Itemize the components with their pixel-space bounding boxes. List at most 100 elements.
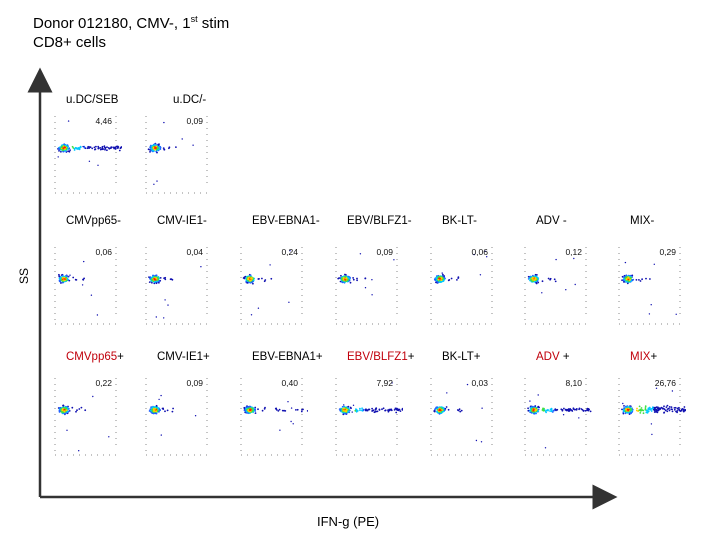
event-dot <box>171 410 174 413</box>
event-dot <box>626 282 629 285</box>
event-dot <box>673 407 676 409</box>
event-dot <box>346 408 348 411</box>
flow-plot-negative-1: 0,04 <box>143 245 213 327</box>
event-dot <box>72 276 75 279</box>
event-dot <box>296 408 299 411</box>
event-dot <box>435 277 437 279</box>
panel-label-positive-0: CMVpp65+ <box>66 350 124 364</box>
event-dot <box>157 278 159 281</box>
event-dot <box>666 404 669 407</box>
event-dot <box>625 408 627 410</box>
event-dot <box>263 408 266 410</box>
event-dot <box>163 317 165 319</box>
event-dot <box>104 146 106 149</box>
event-dot <box>57 156 59 158</box>
event-dot <box>553 278 556 281</box>
event-dot <box>480 441 483 443</box>
panel-label-text: BK-LT- <box>442 215 477 227</box>
event-dot <box>533 275 536 277</box>
event-dot <box>486 256 488 258</box>
event-dot <box>175 146 177 148</box>
panel-label-text: CMV-IE1- <box>157 215 207 227</box>
event-dot <box>630 408 632 410</box>
event-dot <box>150 409 152 412</box>
event-dot <box>640 409 643 412</box>
flow-plot-negative-4: 0,06 <box>428 245 498 327</box>
gate-percentage: 0,12 <box>565 247 582 257</box>
event-dot <box>151 408 154 411</box>
panel-label-suffix: BK-LT+ <box>442 351 481 363</box>
event-dot <box>550 410 553 413</box>
dot-plot <box>618 378 686 456</box>
event-dot <box>95 145 97 148</box>
event-dot <box>442 273 444 276</box>
gate-percentage: 0,03 <box>471 378 488 388</box>
event-dot <box>192 144 194 146</box>
event-dot <box>675 410 677 413</box>
event-dot <box>158 281 160 284</box>
event-dot <box>668 406 671 408</box>
flow-plot-negative-2: 0,24 <box>238 245 308 327</box>
event-dot <box>113 147 115 150</box>
event-dot <box>157 147 160 150</box>
event-dot <box>67 145 69 148</box>
event-dot <box>151 412 153 414</box>
dot-plot <box>54 247 120 325</box>
event-dot <box>674 406 677 409</box>
event-dot <box>459 410 462 413</box>
event-dot <box>82 278 84 281</box>
event-dot <box>436 280 439 283</box>
event-dot <box>292 423 294 425</box>
dot-plot <box>524 247 590 325</box>
event-dot <box>152 149 155 152</box>
panel-label-negative-0: CMVpp65- <box>66 214 121 228</box>
event-dot <box>534 273 537 276</box>
event-dot <box>460 409 463 412</box>
event-dot <box>442 277 445 280</box>
event-dot <box>534 278 537 281</box>
event-dot <box>158 410 160 413</box>
panel-label-text: EBV-EBNA1- <box>252 215 320 227</box>
event-dot <box>254 408 256 411</box>
event-dot <box>680 408 683 411</box>
flow-plot-positive-3: 7,92 <box>333 376 403 458</box>
title-line-2: CD8+ cells <box>33 34 106 51</box>
event-dot <box>450 277 453 280</box>
event-dot <box>149 146 152 149</box>
event-dot <box>63 143 66 146</box>
event-dot <box>151 410 154 412</box>
event-dot <box>252 282 254 285</box>
event-dot <box>245 412 248 414</box>
event-dot <box>93 146 96 149</box>
event-dot <box>388 409 391 411</box>
event-dot <box>90 294 93 296</box>
event-dot <box>436 406 438 408</box>
event-dot <box>338 277 340 279</box>
event-dot <box>106 149 108 152</box>
event-dot <box>532 408 535 410</box>
event-dot <box>649 408 652 410</box>
event-dot <box>649 278 651 280</box>
panel-label-positive-5: ADV + <box>536 350 570 364</box>
event-dot <box>644 405 647 408</box>
event-dot <box>63 276 66 279</box>
gate-percentage: 0,29 <box>659 247 676 257</box>
dot-plot <box>240 247 306 325</box>
event-dot <box>438 408 441 411</box>
event-dot <box>545 411 547 414</box>
event-dot <box>440 407 443 410</box>
event-dot <box>249 405 251 408</box>
event-dot <box>344 280 347 283</box>
event-dot <box>58 275 61 278</box>
gate-percentage: 0,24 <box>281 247 298 257</box>
event-dot <box>279 429 281 431</box>
event-dot <box>69 149 71 151</box>
dot-plot <box>240 378 308 456</box>
event-dot <box>621 275 624 278</box>
event-dot <box>250 277 252 280</box>
event-dot <box>646 411 649 414</box>
event-dot <box>466 383 469 386</box>
event-dot <box>371 409 374 412</box>
event-dot <box>153 275 156 278</box>
